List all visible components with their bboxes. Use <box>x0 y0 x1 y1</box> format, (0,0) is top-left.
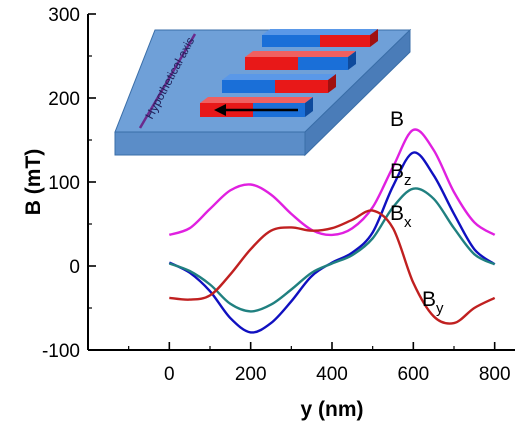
x-tick-label: 800 <box>479 364 511 385</box>
inset-plate-side <box>304 28 411 157</box>
inset-bar-2 <box>245 51 356 70</box>
inset-axis-line <box>138 33 197 129</box>
inset-bar-4 <box>200 97 313 117</box>
y-tick-label: 100 <box>48 173 80 194</box>
series-label-1: B <box>390 108 404 131</box>
series-label-3: Bx <box>390 202 412 231</box>
inset-bar-3 <box>222 74 336 93</box>
y-tick-label: -100 <box>42 341 80 362</box>
inset-plate-front <box>114 131 306 156</box>
x-tick-label: 400 <box>316 364 348 385</box>
x-tick-label: 0 <box>164 364 175 385</box>
x-tick-label: 600 <box>397 364 429 385</box>
x-axis-title: y (nm) <box>301 398 364 421</box>
series-line-4 <box>169 209 496 325</box>
series-line-1 <box>168 128 496 237</box>
inset-illustration: Hypothetical axis <box>114 28 412 157</box>
y-tick-label: 300 <box>48 5 80 26</box>
series-label-2: Bz <box>390 160 412 189</box>
plot-area: -100 0 100 200 300 0 200 400 600 800 y (nm) B (mT) B… <box>22 5 515 421</box>
y-axis-title: B (mT) <box>22 149 45 216</box>
x-tick-label: 200 <box>235 364 267 385</box>
series-label-4: By <box>422 288 444 317</box>
inset-arrow-head <box>214 104 226 116</box>
series-line-2 <box>168 151 496 334</box>
inset-bar-1 <box>262 29 378 47</box>
y-tick-label: 200 <box>48 89 80 110</box>
y-tick-label: 0 <box>69 257 80 278</box>
series-line-3 <box>168 187 496 313</box>
